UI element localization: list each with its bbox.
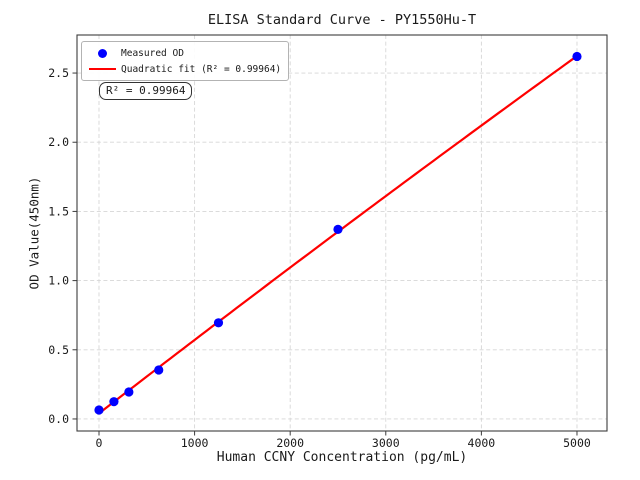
legend-item-measured-od: Measured OD [87,46,281,60]
y-axis-label: OD Value(450nm) [26,176,42,290]
legend: Measured OD Quadratic fit (R² = 0.99964) [81,41,290,81]
y-tick-label-2: 2.0 [48,135,69,149]
x-tick-label-2000: 2000 [276,436,304,450]
y-tick-label-2.5: 2.5 [48,66,69,80]
chart-title: ELISA Standard Curve - PY1550Hu-T [207,12,477,28]
quadratic-fit-line-icon [88,67,116,71]
x-tick-label-5000: 5000 [563,436,591,450]
gridlines [77,35,607,431]
measured-od-points [94,51,582,415]
x-tick-label-4000: 4000 [468,436,496,450]
data-point-156.25 [109,397,119,407]
data-point-5000 [572,51,582,62]
data-point-312.5 [124,387,134,397]
axes-spines [76,34,608,432]
legend-handle [87,67,117,71]
y-tick-label-0.5: 0.5 [48,343,69,357]
legend-item-quadratic-fit: Quadratic fit (R² = 0.99964) [87,62,281,76]
data-point-0 [94,405,104,415]
tick-marks [72,72,578,436]
measured-od-marker-icon [97,48,107,58]
legend-handle [87,48,117,58]
y-tick-label-1: 1.0 [48,274,69,288]
data-point-2500 [333,224,343,235]
data-point-625 [154,365,164,375]
x-tick-label-0: 0 [96,436,103,450]
y-tick-label-0: 0.0 [48,412,69,426]
r-squared-annotation: R² = 0.99964 [99,82,193,100]
y-tick-label-1.5: 1.5 [48,204,69,218]
x-tick-label-1000: 1000 [181,436,209,450]
legend-label-quadratic-fit: Quadratic fit (R² = 0.99964) [121,63,282,75]
tick-labels: 0 1000 2000 3000 4000 5000 0.0 0.5 1.0 1.5 2.0 2.5 [48,66,591,450]
legend-label-measured-od: Measured OD [121,47,184,59]
quadratic-fit-line [98,55,578,415]
data-point-1250 [213,318,224,328]
x-tick-label-3000: 3000 [372,436,400,450]
x-axis-label: Human CCNY Concentration (pg/mL) [216,450,468,465]
